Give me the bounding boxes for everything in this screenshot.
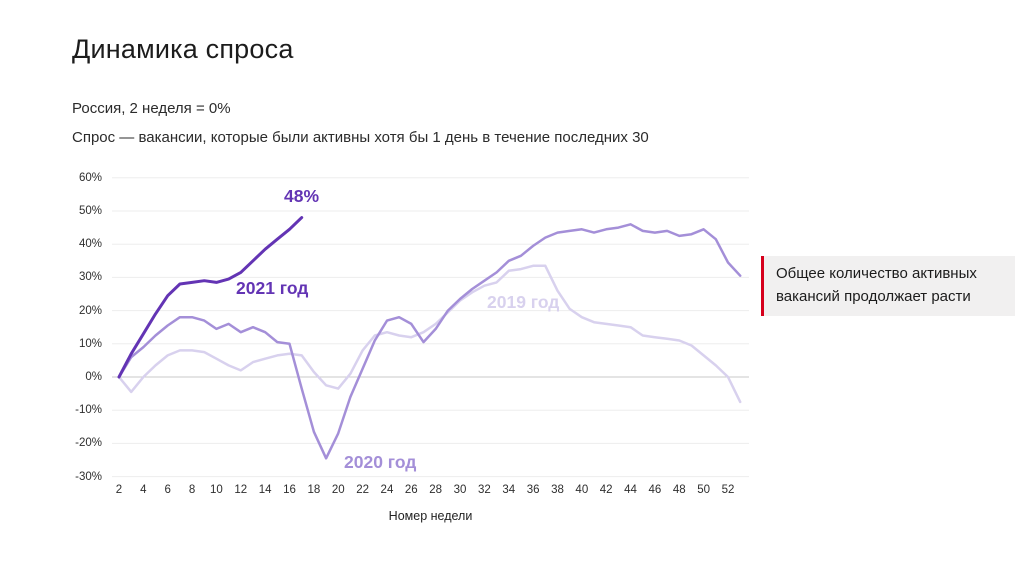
x-tick-label: 2 — [115, 484, 123, 496]
x-tick-label: 12 — [234, 484, 248, 496]
line-2019 — [117, 264, 742, 404]
y-tick-label: 40% — [78, 238, 102, 251]
x-tick-label: 22 — [356, 484, 369, 496]
callout-note: Общее количество активных вакансий продо… — [761, 256, 1015, 316]
x-tick-label: 30 — [453, 484, 467, 496]
y-tick-label: 10% — [78, 337, 102, 350]
x-tick-label: 46 — [648, 484, 662, 496]
x-tick-label: 14 — [258, 484, 272, 496]
x-tick-label: 18 — [307, 484, 321, 496]
y-tick-label: 20% — [78, 304, 102, 317]
x-tick-label: 42 — [599, 484, 613, 496]
y-tick-label: -20% — [75, 437, 102, 450]
x-tick-label: 50 — [697, 484, 711, 496]
subtitle-definition: Спрос — вакансии, которые были активны х… — [72, 129, 649, 146]
x-tick-label: 6 — [164, 484, 171, 496]
x-tick-label: 52 — [721, 484, 735, 496]
y-tick-label: -30% — [75, 470, 102, 483]
x-tick-label: 10 — [210, 484, 223, 496]
series-label-2021: 2021 год — [236, 278, 309, 298]
subtitle-region: Россия, 2 неделя = 0% — [72, 100, 231, 117]
x-tick-label: 44 — [624, 484, 637, 496]
y-tick-label: 0% — [85, 371, 102, 383]
x-tick-label: 48 — [672, 484, 686, 496]
line-2021 — [117, 216, 304, 379]
endpoint-value-2021: 48% — [284, 186, 320, 206]
x-tick-label: 16 — [283, 484, 296, 496]
x-tick-label: 28 — [429, 484, 443, 496]
y-tick-label: 50% — [78, 205, 102, 217]
y-tick-label: -10% — [75, 404, 102, 417]
x-tick-label: 4 — [140, 484, 147, 496]
x-axis-title: Номер недели — [388, 509, 473, 523]
x-tick-label: 38 — [551, 484, 564, 496]
x-tick-label: 32 — [477, 484, 491, 496]
y-tick-label: 60% — [78, 171, 102, 184]
line-2020 — [117, 223, 742, 460]
y-tick-label: 30% — [78, 271, 102, 284]
x-tick-label: 8 — [188, 484, 196, 496]
x-tick-label: 40 — [575, 484, 589, 496]
x-tick-label: 24 — [380, 484, 394, 496]
x-tick-label: 34 — [502, 484, 516, 496]
series-label-2020: 2020 год — [344, 452, 417, 472]
x-tick-label: 26 — [404, 484, 418, 496]
page-title: Динамика спроса — [72, 34, 294, 64]
series-label-2019: 2019 год — [487, 292, 560, 312]
x-tick-label: 20 — [331, 484, 345, 496]
x-tick-label: 36 — [526, 484, 540, 496]
